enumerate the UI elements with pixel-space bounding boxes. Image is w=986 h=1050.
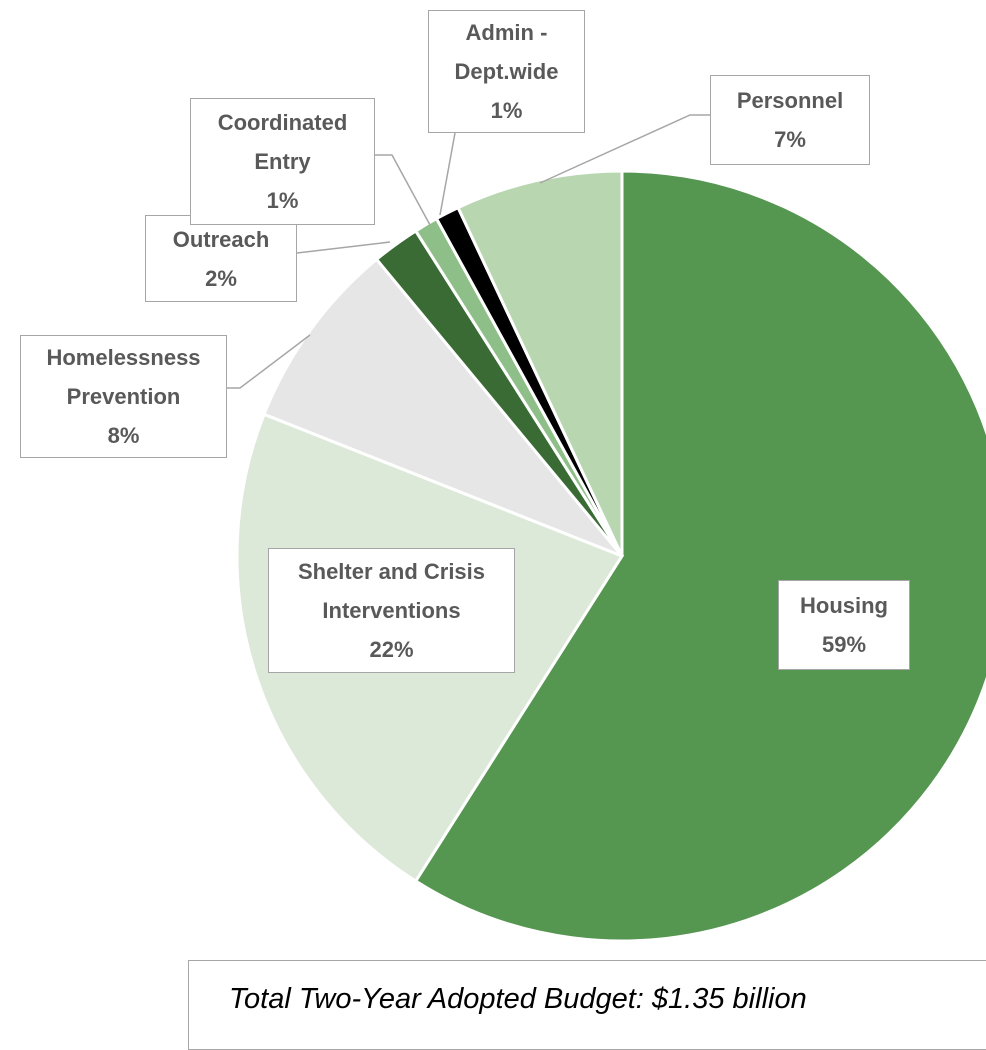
data-label: Personnel 7% bbox=[710, 75, 870, 165]
leader-line bbox=[439, 132, 456, 216]
pie-slice bbox=[456, 169, 624, 557]
label-value: 22% bbox=[369, 637, 414, 662]
label-name: Coordinated Entry bbox=[217, 110, 348, 174]
annotation: Total Two-Year Adopted Budget: $1.35 bil… bbox=[188, 960, 986, 1050]
label-name: Personnel bbox=[736, 88, 844, 113]
pie-slice bbox=[262, 257, 624, 558]
label-value: 2% bbox=[205, 265, 237, 291]
label-value: 1% bbox=[266, 188, 299, 213]
label-value: 8% bbox=[107, 423, 140, 448]
label-name: Housing bbox=[800, 593, 888, 618]
leader-lines bbox=[227, 114, 710, 389]
leader-line bbox=[296, 241, 391, 254]
leader-line bbox=[375, 154, 431, 226]
label-value: 1% bbox=[490, 98, 523, 123]
label-value: 7% bbox=[774, 127, 806, 152]
data-label: Admin - Dept.wide 1% bbox=[428, 10, 585, 133]
data-label: Housing 59% bbox=[778, 580, 910, 670]
leader-line bbox=[539, 114, 710, 184]
leader-line bbox=[227, 334, 311, 389]
pie-slice bbox=[413, 169, 986, 943]
label-name: Shelter and Crisis Interventions bbox=[297, 559, 486, 623]
label-name: Outreach bbox=[172, 226, 270, 252]
data-label: Shelter and Crisis Interventions 22% bbox=[268, 548, 515, 673]
data-label: Outreach 2% bbox=[145, 215, 297, 302]
label-name: Admin - Dept.wide bbox=[454, 20, 559, 84]
data-label: Homelessness Prevention 8% bbox=[20, 335, 227, 458]
label-value: 59% bbox=[821, 632, 867, 657]
data-label: Coordinated Entry 1% bbox=[190, 98, 375, 225]
label-name: Homelessness Prevention bbox=[46, 345, 201, 409]
